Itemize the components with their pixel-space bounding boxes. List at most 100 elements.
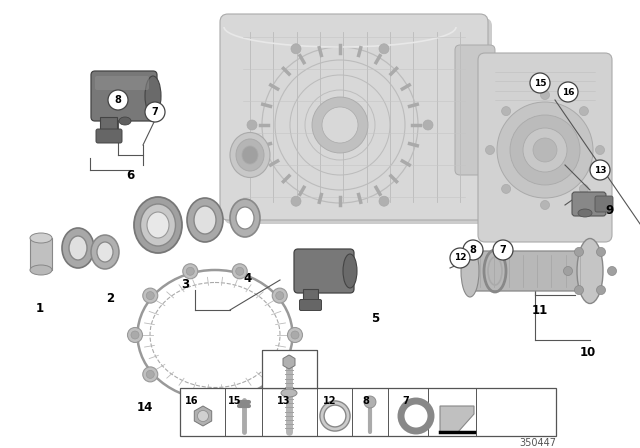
Circle shape	[183, 391, 198, 406]
Circle shape	[523, 128, 567, 172]
Circle shape	[541, 201, 550, 210]
Text: 12: 12	[454, 254, 467, 263]
Polygon shape	[440, 406, 474, 432]
Circle shape	[533, 138, 557, 162]
Text: 9: 9	[606, 203, 614, 216]
Circle shape	[186, 267, 195, 275]
Ellipse shape	[91, 235, 119, 269]
Circle shape	[143, 288, 158, 303]
Text: 13: 13	[277, 396, 291, 406]
FancyBboxPatch shape	[220, 14, 488, 220]
Circle shape	[364, 396, 376, 408]
Ellipse shape	[230, 199, 260, 237]
Circle shape	[595, 146, 605, 155]
Circle shape	[143, 367, 158, 382]
Circle shape	[563, 267, 573, 276]
Circle shape	[236, 395, 244, 403]
Ellipse shape	[187, 198, 223, 242]
Circle shape	[463, 240, 483, 260]
Text: 8: 8	[363, 396, 369, 406]
Circle shape	[276, 370, 284, 379]
FancyBboxPatch shape	[96, 129, 122, 143]
Text: 2: 2	[106, 292, 114, 305]
Text: 7: 7	[403, 396, 410, 406]
FancyBboxPatch shape	[224, 18, 492, 224]
Circle shape	[131, 331, 139, 339]
Text: 1: 1	[36, 302, 44, 314]
Circle shape	[186, 395, 195, 403]
Circle shape	[450, 248, 470, 268]
Circle shape	[312, 97, 368, 153]
Text: 8: 8	[115, 95, 122, 105]
Circle shape	[198, 410, 209, 422]
Ellipse shape	[194, 206, 216, 234]
Circle shape	[502, 107, 511, 116]
Text: 14: 14	[137, 401, 153, 414]
Text: 350447: 350447	[519, 438, 556, 448]
Circle shape	[541, 90, 550, 99]
Circle shape	[147, 292, 154, 300]
Ellipse shape	[281, 389, 297, 397]
Circle shape	[596, 247, 605, 256]
Ellipse shape	[30, 233, 52, 243]
Text: 15: 15	[228, 396, 242, 406]
Ellipse shape	[62, 228, 94, 268]
Circle shape	[272, 367, 287, 382]
Ellipse shape	[242, 146, 258, 164]
Circle shape	[575, 247, 584, 256]
Circle shape	[607, 267, 616, 276]
Bar	[262, 350, 317, 388]
Bar	[180, 388, 556, 436]
Circle shape	[575, 285, 584, 294]
Polygon shape	[303, 289, 318, 305]
Circle shape	[497, 102, 593, 198]
Circle shape	[530, 73, 550, 93]
Circle shape	[247, 120, 257, 130]
Text: 3: 3	[181, 279, 189, 292]
Ellipse shape	[97, 242, 113, 262]
Text: 13: 13	[594, 165, 606, 175]
Circle shape	[379, 196, 389, 206]
Circle shape	[322, 107, 358, 143]
Ellipse shape	[236, 207, 254, 229]
Circle shape	[276, 292, 284, 300]
Circle shape	[291, 44, 301, 54]
Circle shape	[232, 264, 247, 279]
Circle shape	[579, 185, 588, 194]
Circle shape	[108, 90, 128, 110]
Circle shape	[510, 115, 580, 185]
FancyBboxPatch shape	[572, 192, 606, 216]
FancyBboxPatch shape	[466, 251, 594, 291]
Ellipse shape	[230, 133, 270, 177]
Text: 11: 11	[532, 303, 548, 316]
Polygon shape	[100, 117, 117, 135]
Circle shape	[493, 240, 513, 260]
FancyBboxPatch shape	[300, 300, 321, 310]
Ellipse shape	[30, 265, 52, 275]
Ellipse shape	[69, 236, 87, 260]
Text: 16: 16	[185, 396, 199, 406]
Ellipse shape	[134, 197, 182, 253]
Text: 10: 10	[580, 345, 596, 358]
Ellipse shape	[147, 212, 169, 238]
Text: 4: 4	[244, 271, 252, 284]
Ellipse shape	[141, 204, 175, 246]
FancyBboxPatch shape	[95, 76, 149, 90]
Circle shape	[183, 264, 198, 279]
Text: 7: 7	[500, 245, 506, 255]
Text: 8: 8	[470, 245, 476, 255]
FancyBboxPatch shape	[455, 45, 495, 175]
FancyBboxPatch shape	[478, 53, 612, 242]
Ellipse shape	[343, 254, 357, 288]
Circle shape	[502, 185, 511, 194]
Circle shape	[558, 82, 578, 102]
FancyBboxPatch shape	[91, 71, 157, 121]
Polygon shape	[283, 355, 295, 369]
Circle shape	[127, 327, 143, 343]
Text: 15: 15	[534, 78, 547, 87]
FancyBboxPatch shape	[595, 196, 613, 212]
Text: 7: 7	[152, 107, 158, 117]
Ellipse shape	[578, 209, 592, 217]
FancyBboxPatch shape	[294, 249, 354, 293]
Text: 12: 12	[323, 396, 337, 406]
